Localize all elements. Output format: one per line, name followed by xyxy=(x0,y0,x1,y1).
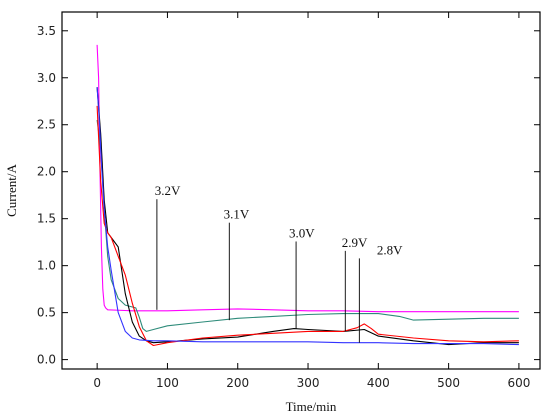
y-tick-label: 3.0 xyxy=(37,71,56,85)
annotation-label: 2.8V xyxy=(377,242,403,257)
y-tick-label: 1.5 xyxy=(37,212,56,226)
y-tick-label: 0.0 xyxy=(37,353,56,367)
y-tick-label: 2.5 xyxy=(37,118,56,132)
x-tick-label: 600 xyxy=(507,376,530,390)
axis-ticks: 0 100 200 300 400 500 600 0.0 0.5 1.0 1.5 2.0 2.5 3.0… xyxy=(37,12,540,390)
y-axis-title: Current/A xyxy=(4,164,19,217)
x-tick-label: 300 xyxy=(297,376,320,390)
annotation-label: 3.2V xyxy=(155,183,181,198)
series-line-2-8v xyxy=(96,87,519,346)
annotation-label: 3.1V xyxy=(224,207,250,222)
series-lines xyxy=(96,44,519,347)
annotations: 3.2V 3.1V 3.0V 2.9V 2.8V xyxy=(155,183,403,343)
plot-frame xyxy=(61,11,541,370)
series-line-3-0v xyxy=(96,87,519,346)
x-axis-title: Time/min xyxy=(286,399,337,414)
x-tick-label: 400 xyxy=(367,376,390,390)
y-tick-label: 0.5 xyxy=(37,306,56,320)
x-tick-label: 200 xyxy=(226,376,249,390)
series-line-2-9v xyxy=(96,105,519,347)
series-line-3-1v xyxy=(96,119,519,332)
x-tick-label: 500 xyxy=(437,376,460,390)
annotation-label: 2.9V xyxy=(342,235,368,250)
y-tick-label: 2.0 xyxy=(37,165,56,179)
x-tick-label: 100 xyxy=(156,376,179,390)
series-line-3-2v xyxy=(96,44,519,313)
x-tick-label: 0 xyxy=(93,376,101,390)
y-tick-label: 1.0 xyxy=(37,259,56,273)
annotation-label: 3.0V xyxy=(289,225,315,240)
y-tick-label: 3.5 xyxy=(37,24,56,38)
